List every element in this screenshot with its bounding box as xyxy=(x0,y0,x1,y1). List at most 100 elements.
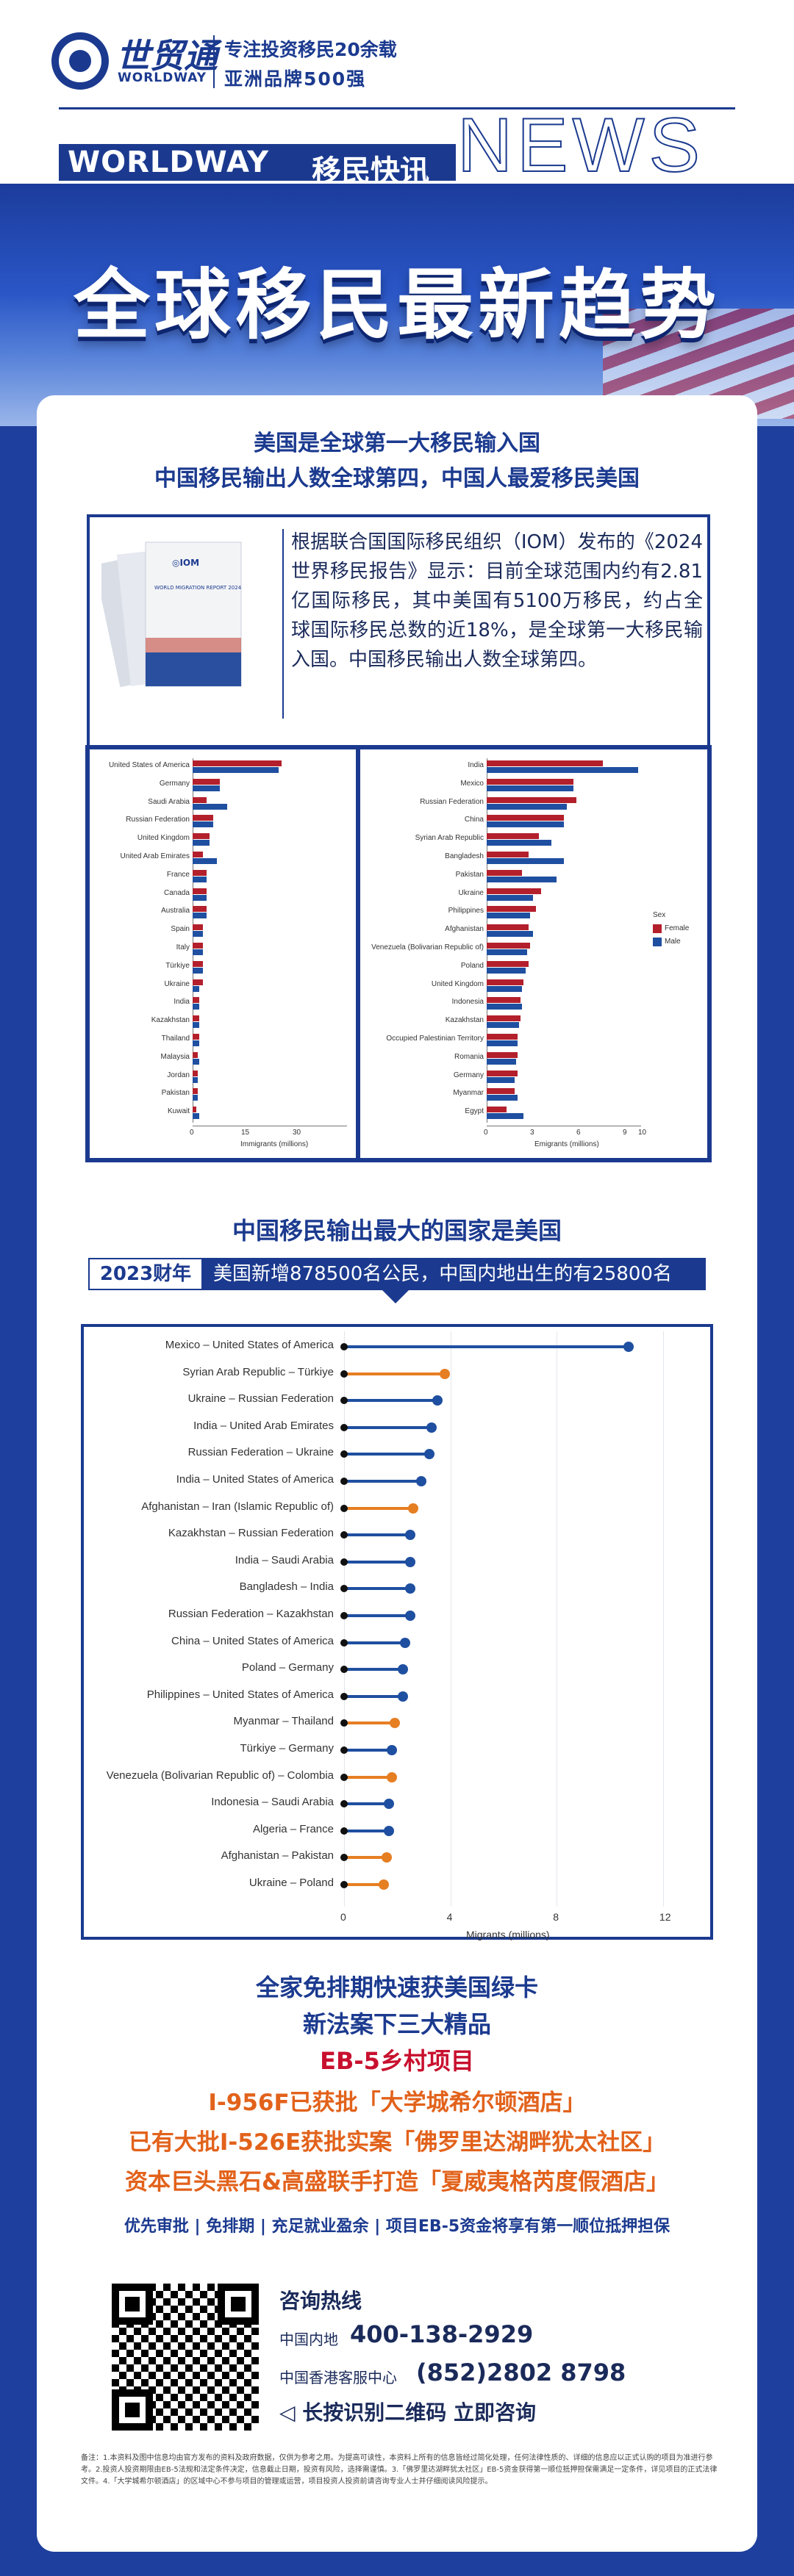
category-label: China xyxy=(464,816,484,824)
bar-male xyxy=(193,1076,198,1083)
lollipop-head xyxy=(400,1637,411,1648)
category-label: Afghanistan xyxy=(445,925,484,934)
lollipop-origin xyxy=(340,1343,348,1350)
bar-male xyxy=(193,1058,200,1065)
divider xyxy=(282,529,284,719)
bar-female xyxy=(193,815,213,821)
bar-female xyxy=(487,833,540,840)
page-title: 全球移民最新趋势 xyxy=(73,260,720,350)
lollipop-stem xyxy=(344,1506,414,1510)
emigrants-chart: India Mexico Russian Federation China Syrian… xyxy=(360,749,707,1158)
promo-line-5: 已有大批I-526E获批实案「佛罗里达湖畔犹太社区」 xyxy=(128,2129,666,2156)
category-label: United States of America xyxy=(108,761,190,769)
x-tick-label: 0 xyxy=(484,1129,488,1137)
bar-male xyxy=(487,821,564,828)
bar-male xyxy=(487,949,527,955)
corridor-label: Kazakhstan – Russian Federation xyxy=(168,1527,334,1540)
legend-entry: Male xyxy=(665,938,681,946)
category-label: Poland xyxy=(460,961,484,970)
logo-divider xyxy=(213,35,215,88)
category-label: Canada xyxy=(163,888,190,897)
bar-female xyxy=(487,796,576,803)
lollipop-origin xyxy=(340,1397,348,1405)
lollipop-origin xyxy=(340,1881,348,1888)
bar-male xyxy=(487,967,526,974)
category-label: Philippines xyxy=(448,907,484,915)
corridor-label: Syrian Arab Republic – Türkiye xyxy=(182,1365,334,1378)
news-label-box xyxy=(59,144,456,181)
lollipop-origin xyxy=(340,1370,348,1378)
bar-male xyxy=(193,1095,198,1101)
qr-eye xyxy=(218,2284,259,2325)
corridor-label: Poland – Germany xyxy=(241,1661,334,1674)
lollipop-head xyxy=(415,1476,426,1486)
category-label: Ukraine xyxy=(458,888,484,897)
lollipop-origin xyxy=(340,1638,348,1647)
promo-line-2: 新法案下三大精品 xyxy=(302,2010,491,2038)
lollipop-head xyxy=(623,1342,634,1352)
bar-female xyxy=(193,960,203,967)
qr-code[interactable] xyxy=(112,2284,259,2431)
corridor-label: Ukraine – Poland xyxy=(248,1877,334,1889)
x-tick-label: 30 xyxy=(293,1129,301,1137)
bar-female xyxy=(193,1070,198,1076)
x-axis-label: Migrants (millions) xyxy=(466,1928,550,1940)
category-label: Türkiye xyxy=(165,961,190,970)
book-logo: ◎IOM xyxy=(172,558,199,568)
lollipop-stem xyxy=(344,1372,446,1375)
category-label: United Kingdom xyxy=(137,834,190,843)
category-label: Syrian Arab Republic xyxy=(415,834,484,843)
bar-female xyxy=(487,924,529,931)
bar-male xyxy=(487,840,552,846)
lollipop-origin xyxy=(340,1450,348,1458)
section-heading-2: 中国移民输出人数全球第四，中国人最爱移民美国 xyxy=(154,466,640,492)
lollipop-head xyxy=(384,1799,395,1810)
contact-title: 咨询热线 xyxy=(279,2289,362,2313)
bar-female xyxy=(487,1088,515,1095)
lollipop-stem xyxy=(344,1856,387,1860)
lollipop-origin xyxy=(340,1773,348,1781)
lollipop-stem xyxy=(344,1560,411,1564)
mainland-phone[interactable]: 400-138-2929 xyxy=(350,2320,534,2348)
lollipop-stem xyxy=(344,1425,432,1429)
lollipop-stem xyxy=(344,1775,393,1779)
lollipop-origin xyxy=(340,1692,348,1700)
corridor-label: Bangladesh – India xyxy=(239,1580,334,1594)
bar-female xyxy=(487,979,524,985)
promo-line-1: 全家免排期快速获美国绿卡 xyxy=(255,1974,538,2001)
category-label: Indonesia xyxy=(451,998,484,1007)
bar-male xyxy=(487,1022,520,1029)
bar-female xyxy=(193,1088,198,1095)
legend-entry: Female xyxy=(665,924,690,932)
corridor-label: Afghanistan – Pakistan xyxy=(221,1849,334,1863)
corridor-label: Mexico – United States of America xyxy=(165,1339,334,1351)
bar-male xyxy=(193,840,210,846)
bar-female xyxy=(487,778,573,785)
bar-male xyxy=(487,931,533,938)
logo-icon xyxy=(51,32,109,90)
x-axis-label: Immigrants (millions) xyxy=(240,1140,309,1148)
bar-male xyxy=(193,894,207,901)
category-label: Venezuela (Bolivarian Republic of) xyxy=(371,943,484,951)
lollipop-stem xyxy=(344,1345,629,1348)
qr-eye xyxy=(112,2284,153,2325)
bar-male xyxy=(193,803,227,810)
legend-swatch xyxy=(653,938,662,946)
corridor-label: India – United Arab Emirates xyxy=(193,1419,334,1432)
book-title: WORLD MIGRATION REPORT 2024 xyxy=(154,585,242,591)
hk-phone[interactable]: (852)2802 8798 xyxy=(416,2359,626,2386)
footnote: 备注：1.本资料及图中信息均由官方发布的资料及政府数据，仅供为参考之用。为提高可… xyxy=(81,2454,718,2486)
bar-female xyxy=(487,997,521,1004)
x-tick-label: 0 xyxy=(190,1129,194,1137)
lollipop-origin xyxy=(340,1746,348,1754)
lollipop-head xyxy=(397,1691,408,1702)
lollipop-head xyxy=(387,1745,398,1755)
bar-female xyxy=(193,1107,196,1113)
category-label: Russian Federation xyxy=(126,816,190,824)
lollipop-head xyxy=(426,1422,437,1433)
lollipop-head xyxy=(389,1718,400,1729)
lollipop-stem xyxy=(344,1641,406,1644)
promo-line-3: EB-5乡村项目 xyxy=(320,2047,474,2075)
bar-male xyxy=(193,767,279,773)
category-label: France xyxy=(166,870,190,879)
